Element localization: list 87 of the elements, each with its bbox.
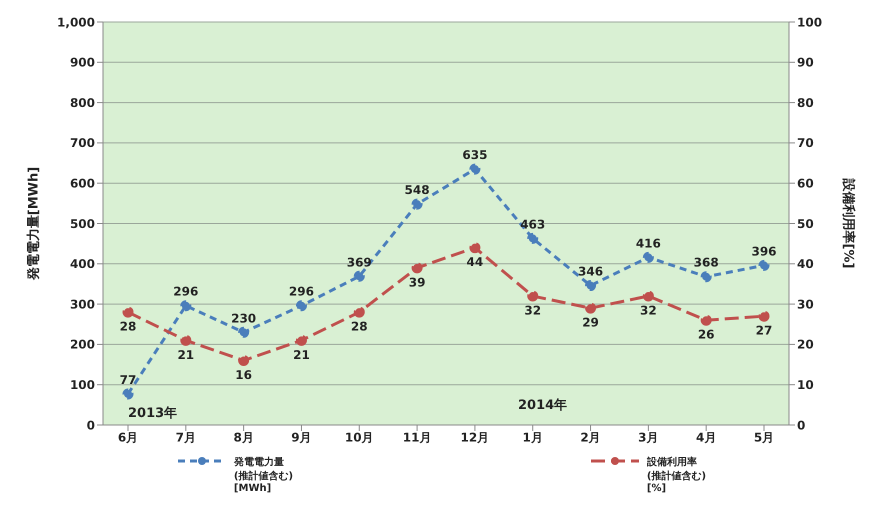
x-tick-label: 7月 [176,430,196,445]
point [527,232,538,244]
y-tick-label: 100 [70,378,95,392]
y2-tick-label: 0 [797,418,806,432]
y-tick-label: 800 [70,96,95,110]
data-label: 44 [466,255,484,270]
y-tick-label: 900 [70,56,95,70]
data-label: 548 [404,183,430,198]
x-tick-label: 3月 [638,430,659,445]
y2-tick-label: 20 [797,338,814,352]
point [585,302,596,314]
data-label: 28 [120,320,136,334]
data-label: 416 [636,236,661,250]
point [412,198,423,210]
x-tick-label: 1月 [522,430,543,445]
y-tick-label: 400 [70,257,95,272]
point [642,290,654,302]
data-label: 368 [694,256,719,270]
point [527,290,538,302]
data-label: 29 [582,316,599,330]
data-label: 32 [640,304,657,318]
annotation: 2014年 [518,397,568,414]
y2-tick-label: 100 [797,15,822,30]
data-label: 230 [231,311,256,326]
point [296,334,307,346]
point [700,271,712,282]
point [758,260,770,271]
data-label: 21 [293,348,310,362]
data-label: 396 [751,244,777,258]
point [758,310,770,322]
point [354,306,365,318]
data-label: 27 [756,324,772,338]
y2-tick-label: 30 [797,297,814,312]
data-label: 296 [288,284,314,299]
data-label: 21 [177,348,194,362]
y2-tick-label: 40 [797,257,814,272]
y2-tick-label: 90 [797,56,814,70]
y2-axis-title: 設備利用率[%] [840,178,856,268]
y2-tick-label: 10 [797,378,814,392]
point [122,388,134,400]
point [642,252,654,263]
y-tick-label: 600 [70,176,95,190]
data-label: 16 [235,368,252,382]
data-label: 28 [350,320,368,334]
y2-tick-label: 50 [797,216,814,231]
y-tick-label: 300 [70,297,95,312]
y-tick-label: 0 [86,418,95,432]
x-tick-label: 5月 [754,430,774,445]
data-label: 346 [578,264,604,279]
annotation: 2013年 [128,405,178,422]
point [180,300,192,312]
y2-tick-label: 70 [797,136,814,150]
point [296,300,307,312]
x-tick-label: 6月 [118,430,138,445]
point [180,334,192,346]
data-label: 635 [462,148,488,162]
y-axis-title: 発電電力量[MWh] [26,166,42,282]
legend-label: 発電電力量 (推計値含む) [MWh] [234,456,294,494]
y-tick-label: 200 [70,338,95,352]
y-tick-label: 1,000 [57,15,95,30]
data-label: 77 [120,372,136,387]
data-label: 39 [408,275,426,290]
x-tick-label: 9月 [291,430,312,445]
x-tick-label: 11月 [402,430,432,445]
point [122,306,134,318]
x-tick-label: 8月 [233,430,254,445]
point [354,270,365,282]
data-label: 32 [524,304,542,318]
point [469,242,480,254]
x-tick-label: 2月 [580,430,601,445]
point [469,164,480,175]
x-tick-label: 10月 [344,430,374,445]
legend-label: 設備利用率 (推計値含む) [%] [646,455,706,494]
data-label: 26 [698,328,715,342]
data-label: 369 [346,255,372,270]
x-tick-label: 12月 [460,430,490,445]
point [412,262,423,274]
point [238,355,250,366]
x-tick-label: 4月 [696,430,716,445]
data-label: 296 [173,284,198,299]
y-tick-label: 700 [70,136,95,150]
point [238,326,250,338]
y-tick-label: 500 [70,216,95,231]
y2-tick-label: 80 [797,96,814,110]
point [585,280,596,292]
point [700,314,712,326]
y2-tick-label: 60 [797,176,814,190]
